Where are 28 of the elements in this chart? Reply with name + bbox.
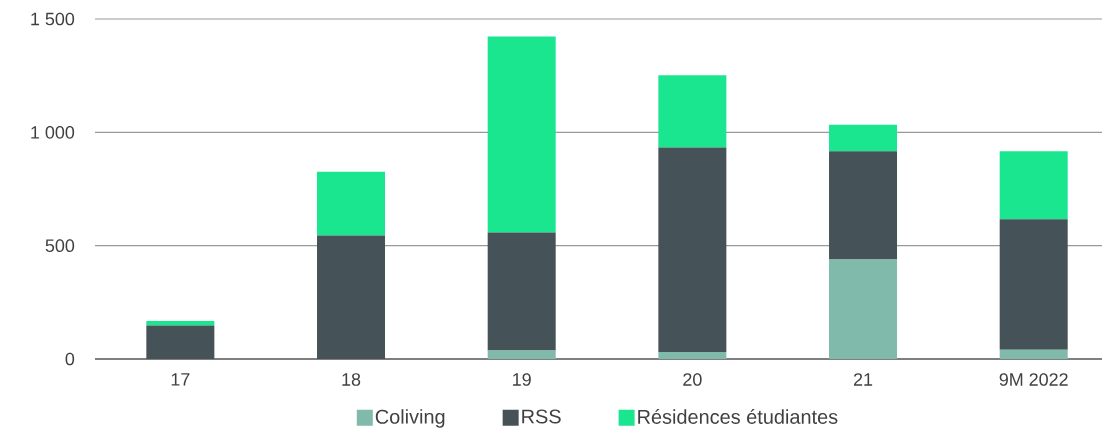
bar bbox=[999, 151, 1068, 220]
bar bbox=[487, 232, 556, 351]
bar bbox=[999, 219, 1068, 350]
x-tick-label: 20 bbox=[683, 373, 702, 386]
legend-label: Résidences étudiantes bbox=[638, 409, 838, 424]
bar bbox=[487, 350, 556, 359]
bar bbox=[658, 147, 727, 352]
bar bbox=[829, 151, 898, 260]
bar bbox=[658, 351, 727, 359]
bar bbox=[317, 171, 386, 236]
bar bbox=[829, 259, 898, 359]
bar bbox=[658, 75, 727, 148]
bar bbox=[829, 124, 898, 152]
bar bbox=[487, 36, 556, 233]
x-tick-label: 19 bbox=[513, 373, 531, 386]
bar bbox=[317, 235, 386, 359]
y-tick-label: 1 500 bbox=[31, 12, 75, 26]
y-tick-label: 0 bbox=[65, 352, 75, 366]
legend-label: RSS bbox=[522, 409, 561, 424]
legend-label: Coliving bbox=[375, 409, 445, 428]
x-tick-label: 9M 2022 bbox=[999, 373, 1068, 386]
bar bbox=[999, 349, 1068, 359]
x-tick-label: 18 bbox=[342, 373, 361, 386]
bar bbox=[146, 325, 215, 359]
x-tick-label: 21 bbox=[853, 373, 873, 386]
y-tick-label: 1 000 bbox=[31, 125, 75, 139]
y-tick-label: 500 bbox=[45, 239, 75, 252]
x-tick-label: 17 bbox=[171, 373, 190, 386]
